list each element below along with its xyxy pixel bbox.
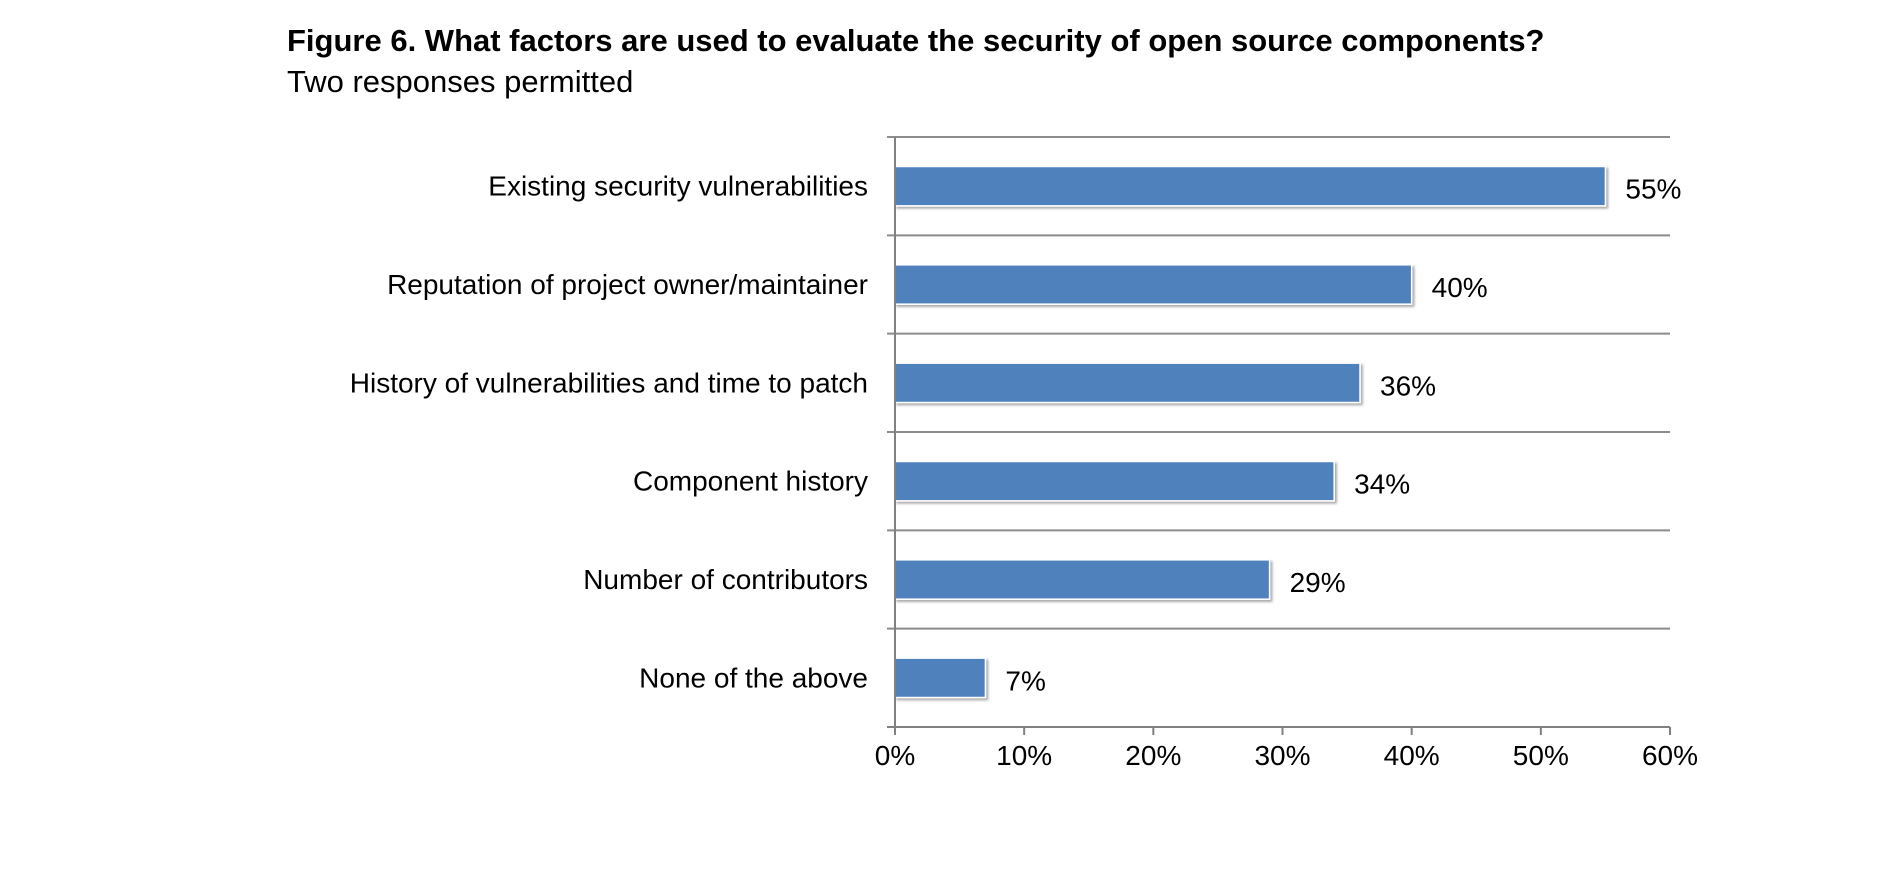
labels: Existing security vulnerabilities 55% Repu…: [350, 171, 1698, 771]
x-tick-label: 30%: [1254, 740, 1310, 771]
bar: [894, 362, 1361, 404]
bar: [894, 264, 1413, 305]
category-label: History of vulnerabilities and time to p…: [350, 367, 868, 398]
gridlines: [887, 136, 1670, 630]
x-tick-label: 0%: [875, 740, 915, 771]
data-label: 36%: [1380, 370, 1436, 401]
data-label: 40%: [1432, 272, 1488, 303]
category-label: Component history: [633, 466, 868, 497]
category-label: Reputation of project owner/maintainer: [387, 269, 868, 300]
bar: [894, 559, 1271, 600]
category-label: Number of contributors: [583, 564, 868, 595]
axes: [887, 137, 1671, 735]
x-tick-label: 60%: [1642, 740, 1698, 771]
category-label: None of the above: [639, 662, 868, 693]
figure-title: Figure 6. What factors are used to evalu…: [287, 23, 1545, 58]
bars: [894, 165, 1607, 699]
x-tick-label: 50%: [1513, 740, 1569, 771]
bar: [894, 165, 1607, 207]
data-label: 55%: [1625, 174, 1681, 205]
figure-subtitle: Two responses permitted: [287, 64, 634, 99]
category-label: Existing security vulnerabilities: [488, 171, 868, 202]
data-label: 29%: [1290, 567, 1346, 598]
data-label: 7%: [1005, 665, 1045, 696]
x-tick-label: 20%: [1125, 740, 1181, 771]
x-tick-label: 10%: [996, 740, 1052, 771]
x-tick-label: 40%: [1384, 740, 1440, 771]
bar: [894, 657, 987, 699]
bar: [894, 460, 1335, 502]
data-label: 34%: [1354, 469, 1410, 500]
